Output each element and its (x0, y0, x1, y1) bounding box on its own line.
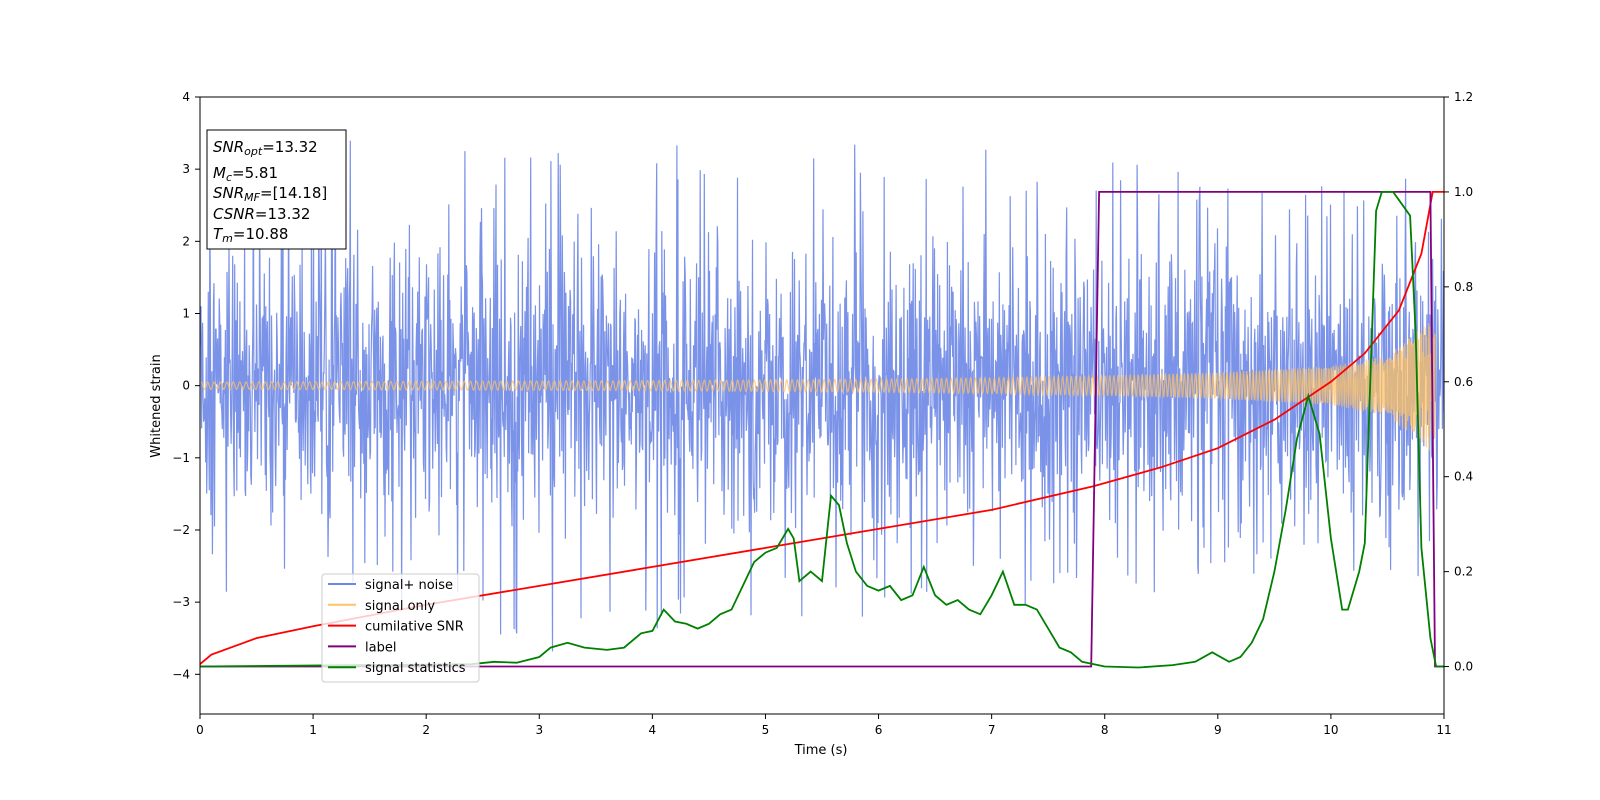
y2-tick-label: 0.6 (1454, 375, 1473, 389)
y-tick-label: 1 (182, 306, 190, 320)
y2-tick-label: 1.0 (1454, 185, 1473, 199)
y-axis-label: Whitened strain (149, 354, 164, 457)
y-tick-label: −3 (172, 595, 190, 609)
y2-tick-label: 0.4 (1454, 470, 1473, 484)
info-box: SNRopt=13.32 Mc=5.81SNRMF=[14.18]CSNR=13.… (206, 129, 347, 250)
info-snr-mf: SNRMF=[14.18] (213, 184, 327, 204)
x-tick-label: 7 (988, 723, 996, 737)
y2-tick-label: 0.8 (1454, 280, 1473, 294)
legend: signal+ noise signal only cumilative SNR la… (321, 573, 480, 683)
legend-label: label (365, 640, 396, 655)
x-tick-label: 11 (1436, 723, 1451, 737)
y-tick-label: 2 (182, 234, 190, 248)
x-tick-label: 2 (422, 723, 430, 737)
x-axis-label: Time (s) (794, 743, 848, 758)
x-tick-label: 3 (535, 723, 543, 737)
legend-label: signal only (365, 599, 435, 614)
y2-tick-label: 0.0 (1454, 660, 1473, 674)
info-tm: Tm=10.88 (213, 225, 288, 245)
legend-frame (321, 573, 480, 683)
info-box-frame (206, 129, 347, 250)
x-tick-label: 4 (649, 723, 657, 737)
axes-layer: 0 1 2 3 4 5 6 7 8 9 10 11 −4 −3 −2 −1 0 1 2 3 4 0.0 0.2 0.4 0.6 0… (172, 90, 1473, 737)
info-snr-opt: SNRopt=13.32 (213, 138, 318, 158)
info-csnr: CSNR=13.32 (213, 205, 310, 223)
y-tick-label: 3 (182, 162, 190, 176)
y-tick-label: 4 (182, 90, 190, 104)
y-tick-label: −2 (172, 523, 190, 537)
y-tick-label: 0 (182, 379, 190, 393)
y-tick-label: −1 (172, 451, 190, 465)
legend-label: cumilative SNR (365, 620, 464, 635)
x-tick-label: 1 (309, 723, 317, 737)
axes-frame (199, 96, 1445, 715)
x-tick-label: 9 (1214, 723, 1222, 737)
info-mc: Mc=5.81 (213, 164, 278, 184)
x-tick-label: 5 (762, 723, 770, 737)
x-tick-label: 6 (875, 723, 883, 737)
y2-tick-label: 0.2 (1454, 565, 1473, 579)
series-line-signal-noise (200, 136, 1444, 652)
x-tick-label: 10 (1323, 723, 1338, 737)
series-line-signal-statistics (200, 191, 1444, 669)
legend-label: signal statistics (365, 661, 466, 676)
legend-label: signal+ noise (365, 578, 453, 593)
y-tick-label: −4 (172, 667, 190, 681)
y2-tick-label: 1.2 (1454, 90, 1473, 104)
x-tick-label: 0 (196, 723, 204, 737)
x-tick-label: 8 (1101, 723, 1109, 737)
series-line-signal-only (200, 322, 1436, 451)
